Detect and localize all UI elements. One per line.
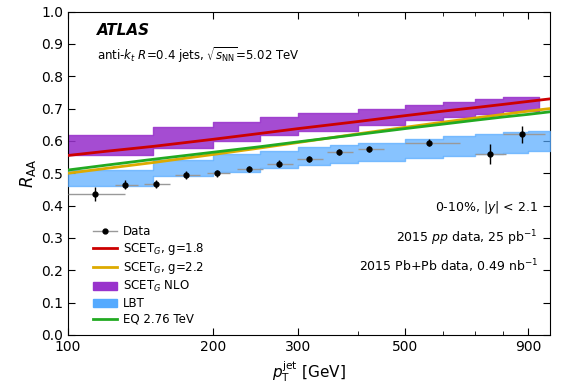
- Legend: Data, SCET$_G$, g=1.8, SCET$_G$, g=2.2, SCET$_G$ NLO, LBT, EQ 2.76 TeV: Data, SCET$_G$, g=1.8, SCET$_G$, g=2.2, …: [93, 225, 204, 326]
- Text: anti-$k_t$ $R$=0.4 jets, $\sqrt{s_{\rm NN}}$=5.02 TeV: anti-$k_t$ $R$=0.4 jets, $\sqrt{s_{\rm N…: [97, 45, 299, 65]
- Text: 0-10%, $|y|$ < 2.1: 0-10%, $|y|$ < 2.1: [435, 199, 538, 216]
- Text: 2015 $pp$ data, 25 pb$^{-1}$: 2015 $pp$ data, 25 pb$^{-1}$: [396, 228, 538, 248]
- Y-axis label: $R_{\rm AA}$: $R_{\rm AA}$: [18, 159, 39, 188]
- X-axis label: $p_{\rm T}^{\rm jet}$ [GeV]: $p_{\rm T}^{\rm jet}$ [GeV]: [272, 359, 346, 384]
- Text: ATLAS: ATLAS: [97, 23, 150, 38]
- Text: 2015 Pb+Pb data, 0.49 nb$^{-1}$: 2015 Pb+Pb data, 0.49 nb$^{-1}$: [359, 257, 538, 275]
